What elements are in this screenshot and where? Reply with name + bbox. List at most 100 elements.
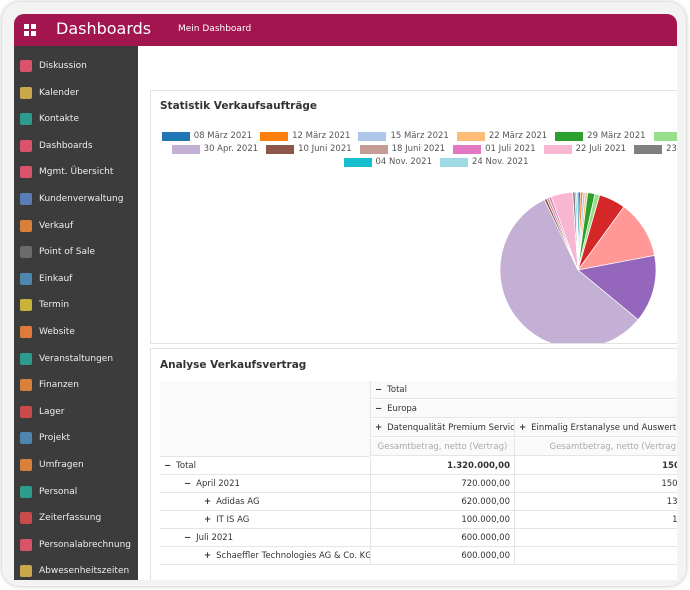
sidebar-item[interactable]: Finanzen [20,375,79,395]
legend-swatch [453,144,482,154]
sidebar-item[interactable]: Mgmt. Übersicht [20,162,113,182]
legend-label: 18 Juni 2021 [391,144,446,154]
sidebar-label: Lager [39,406,65,417]
sidebar-label: Zeiterfassung [39,513,102,524]
pivot-cell: 150.000,00 [514,475,677,493]
sidebar-item[interactable]: Kalender [20,83,79,103]
menu-item[interactable]: Mein Dashboard [178,24,252,34]
legend-label: 30 Apr. 2021 [203,144,259,154]
row-header[interactable]: April 2021 [160,475,370,493]
col-header[interactable]: Datenqualität Premium Service [370,419,514,437]
pivot-cell: 600.000,00 [370,547,514,565]
col-header[interactable]: Einmalig Erstanalyse und Auswertun [514,419,677,437]
legend-label: 10 Juni 2021 [298,144,352,154]
card-title: Analyse Verkaufsvertrag [160,359,307,371]
pivot-cell: 1.320.000,00 [370,457,514,475]
legend-label: 29 März 2021 [587,131,646,141]
chart-card: Statistik Verkaufsaufträge 08 März 2021 1… [150,90,677,344]
pivot-card: Analyse Verkaufsvertrag TotalEuropaDaten… [150,348,677,580]
col-header[interactable]: Europa [370,400,677,418]
pivot-cell: 135.000,0 [514,493,677,511]
sidebar-item[interactable]: Projekt [20,428,70,448]
app-icon [20,405,32,418]
sidebar-item[interactable]: Personal [20,482,77,502]
sidebar-item[interactable]: Diskussion [20,56,87,76]
app-icon [20,166,32,179]
sidebar-label: Website [39,327,75,337]
row-header[interactable]: Adidas AG [160,493,370,511]
apps-icon[interactable] [24,24,36,36]
sidebar-item[interactable]: Website [20,322,75,342]
pivot-cell: 600.000,00 [370,529,514,547]
app-icon [20,299,32,312]
sidebar-label: Kontakte [39,114,79,125]
legend-label: 08 März 2021 [193,131,253,141]
sidebar-item[interactable]: Einkauf [20,269,72,289]
legend-entry[interactable]: 18 Juni 2021 [359,144,446,154]
app-icon [20,219,32,232]
pie-slice[interactable] [576,191,579,271]
app-name[interactable]: Dashboards [56,19,152,38]
row-header[interactable]: Schaeffler Technologies AG & Co. KG [160,547,370,565]
sidebar-item[interactable]: Dashboards [20,136,93,156]
app-icon [20,432,32,445]
legend-entry[interactable]: 22 Juli 2021 [543,144,626,154]
legend-swatch [634,144,663,154]
row-header[interactable]: Total [160,457,370,475]
app-icon [20,60,32,72]
sidebar-item[interactable]: Abwesenheitszeiten [20,561,129,580]
row-header[interactable]: Juli 2021 [160,529,370,547]
pivot-cell [514,529,677,547]
sidebar: Diskussion Kalender Kontakte Dashboards Mgmt… [14,46,138,580]
legend-swatch [358,131,387,141]
legend-entry[interactable]: 23 Juli 2 [634,144,677,154]
pivot-corner [160,381,370,457]
row-header[interactable]: IT IS AG [160,511,370,529]
legend-label: 23 Juli 2 [666,144,677,154]
legend-entry[interactable]: 01 Juli 2021 [453,144,536,154]
sidebar-item[interactable]: Zeiterfassung [20,508,101,528]
legend-entry[interactable]: 04 Nov. 2021 [343,157,432,167]
app-icon [20,459,32,471]
legend-entry[interactable]: 24 Nov. 2021 [440,157,528,167]
pie-slice[interactable] [499,199,639,343]
sidebar-label: Einkauf [39,273,73,284]
sidebar-item[interactable]: Lager [20,402,64,422]
pivot-cell: 620.000,00 [370,493,514,511]
sidebar-label: Abwesenheitszeiten [39,566,130,577]
sidebar-item[interactable]: Point of Sale [20,242,95,262]
legend-swatch [543,144,572,154]
app-icon [20,113,32,126]
measure-header: Gesamtbetrag, netto (Vertrag) [370,438,514,456]
legend-entry[interactable]: 30 Apr. 2021 [171,144,259,154]
legend-label: 01 Juli 2021 [485,144,536,154]
legend-entry[interactable]: 10 Juni 2021 [266,144,352,154]
sidebar-item[interactable]: Verkauf [20,216,73,236]
sidebar-item[interactable]: Termin [20,295,69,315]
legend: 08 März 2021 12 März 2021 15 März 2021 22 M… [156,131,677,167]
sidebar-label: Diskussion [39,61,87,71]
sidebar-item[interactable]: Kundenverwaltung [20,189,123,209]
legend-entry[interactable]: 29 März 2021 [555,131,646,141]
sidebar-label: Finanzen [39,380,79,391]
app-icon [20,139,32,152]
sidebar-label: Umfragen [39,460,84,470]
col-header[interactable]: Total [370,381,677,399]
legend-entry[interactable]: 08 März 2021 [161,131,253,141]
app-icon [20,538,32,551]
app-icon [20,272,32,285]
sidebar-item[interactable]: Personalabrechnung [20,535,131,555]
legend-entry[interactable]: 22 März 2021 [456,131,547,141]
pivot-cell: 720.000,00 [370,475,514,493]
legend-entry[interactable]: 12 März 2021 [260,131,350,141]
legend-label: 24 Nov. 2021 [472,157,529,167]
sidebar-item[interactable]: Umfragen [20,455,84,475]
sidebar-item[interactable]: Veranstaltungen [20,349,113,369]
legend-entry[interactable]: 15 März 2021 [358,131,449,141]
pie-slice[interactable] [577,254,657,321]
sidebar-item[interactable]: Kontakte [20,109,79,129]
legend-entry[interactable]: 05 Ap [653,131,677,141]
app-icon [20,485,32,498]
legend-swatch [161,131,190,141]
